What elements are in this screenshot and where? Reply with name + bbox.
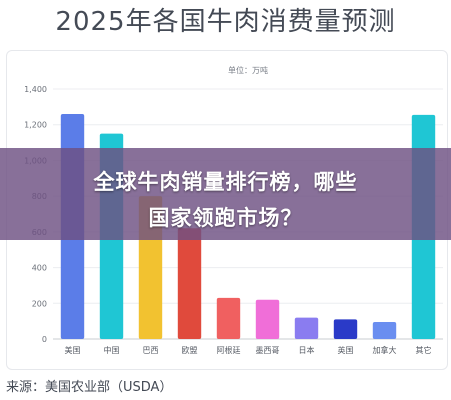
- headline-banner: 全球牛肉销量排行榜，哪些 国家领跑市场？: [0, 148, 451, 240]
- x-tick-label: 日本: [299, 345, 315, 355]
- chart-title: 2025年各国牛肉消费量预测: [55, 7, 396, 37]
- y-tick-label: 0: [42, 335, 47, 344]
- y-tick-label: 1,200: [24, 121, 47, 130]
- y-tick-label: 400: [32, 264, 47, 273]
- x-tick-label: 阿根廷: [217, 345, 241, 355]
- unit-label: 单位：万吨: [228, 65, 268, 75]
- source-note: 来源：美国农业部（USDA）: [6, 380, 173, 395]
- x-tick-label: 中国: [104, 345, 120, 355]
- bar: [255, 299, 280, 339]
- x-tick-label: 墨西哥: [256, 346, 280, 355]
- bar: [372, 322, 397, 339]
- x-tick-label: 加拿大: [373, 345, 397, 355]
- x-tick-label: 美国: [65, 345, 81, 355]
- headline-line-2: 国家领跑市场？: [148, 206, 303, 230]
- bar: [216, 297, 241, 339]
- headline-line-1: 全球牛肉销量排行榜，哪些: [93, 170, 358, 194]
- x-tick-label: 巴西: [143, 346, 159, 355]
- x-tick-label: 其它: [416, 345, 432, 355]
- bar: [333, 319, 358, 339]
- x-tick-label: 欧盟: [182, 345, 198, 355]
- bar: [294, 317, 319, 339]
- x-tick-label: 英国: [338, 345, 354, 355]
- y-tick-label: 1,400: [24, 85, 47, 94]
- bar: [177, 228, 202, 339]
- y-tick-label: 200: [32, 299, 47, 308]
